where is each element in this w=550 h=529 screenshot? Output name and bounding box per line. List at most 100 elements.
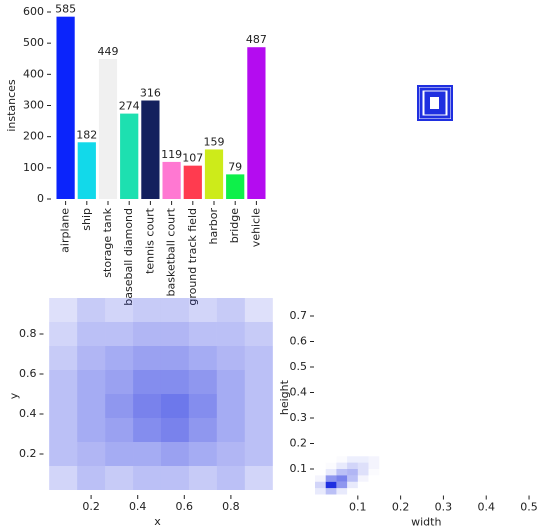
y-tick-label: 0.5 [290, 360, 308, 373]
heat-cell [49, 298, 78, 322]
heat-cell [188, 418, 217, 442]
y-tick-label: 0.1 [290, 462, 308, 475]
box-outline [417, 85, 453, 121]
heat-cell [105, 466, 134, 490]
heat-cell [188, 346, 217, 370]
value-label: 182 [76, 128, 97, 141]
heat-cell [315, 469, 326, 475]
heat-cell [105, 394, 134, 418]
bar [141, 100, 160, 199]
box-overlay [417, 85, 453, 121]
heat-cell [105, 418, 134, 442]
x-axis-label: x [154, 515, 161, 528]
heat-cell [336, 488, 348, 495]
heat-cell [368, 462, 380, 469]
heat-cell [105, 370, 134, 394]
heat-cell [216, 322, 245, 346]
x-tick-label: 0.3 [435, 501, 453, 514]
value-label: 316 [140, 87, 161, 100]
heat-cell [244, 346, 273, 370]
heat-cell [216, 442, 245, 466]
x-tick-label: 0.4 [477, 501, 495, 514]
heat-cell [105, 442, 134, 466]
heat-cell [336, 469, 348, 476]
heat-cell [160, 298, 189, 322]
x-tick-label: 0.4 [129, 500, 147, 513]
heat-cell [133, 346, 161, 370]
x-tick-label: ground track field [186, 208, 199, 306]
heat-cell [77, 418, 106, 442]
heat-cell [49, 442, 78, 466]
y-tick-label: 0 [37, 192, 44, 205]
heat-cell [347, 469, 358, 476]
bar [120, 113, 139, 199]
x-tick-label: baseball diamond [122, 208, 135, 306]
heat-cell [326, 463, 337, 469]
heat-cell [216, 418, 245, 442]
y-tick-label: 0.6 [19, 367, 37, 380]
value-label: 79 [228, 160, 242, 173]
heat-cell [77, 322, 106, 346]
box-outline [419, 87, 451, 119]
heat-cell [315, 456, 326, 462]
heat-cell [336, 462, 348, 469]
heat-cell [357, 456, 369, 463]
y-tick-label: 600 [23, 5, 44, 18]
heat-cell [133, 394, 161, 418]
y-tick-label: 200 [23, 130, 44, 143]
heat-cell [188, 466, 217, 490]
heat-cell [49, 394, 78, 418]
x-tick-label: basketball court [165, 207, 178, 296]
heat-cell [216, 394, 245, 418]
heat-cell [244, 298, 273, 322]
y-tick-label: 0.2 [19, 447, 37, 460]
heat-cell [347, 456, 358, 463]
heat-cell [133, 466, 161, 490]
heat-cell [369, 469, 380, 475]
x-tick-label: 0.2 [392, 501, 410, 514]
x-tick-label: tennis court [143, 207, 156, 274]
heat-cell [325, 469, 337, 476]
value-label: 159 [204, 135, 225, 148]
heat-cell [358, 488, 369, 494]
heat-cell [357, 469, 369, 476]
bar [56, 16, 75, 199]
heat-cell [160, 322, 189, 346]
heat-cell [188, 370, 217, 394]
x-tick-label: 0.8 [222, 500, 240, 513]
heat-cell [347, 475, 358, 482]
heat-cell [369, 488, 380, 494]
heat-cell [133, 370, 161, 394]
heat-cell [77, 442, 106, 466]
y-tick-label: 0.4 [290, 386, 308, 399]
heat-cell [77, 466, 106, 490]
heat-cell [216, 298, 245, 322]
y-tick-label: 0.3 [290, 411, 308, 424]
bar [162, 161, 181, 199]
x-tick-label: 0.6 [176, 500, 194, 513]
bar [183, 165, 202, 199]
heat-cell [133, 442, 161, 466]
y-tick-label: 500 [23, 36, 44, 49]
heat-cell [336, 475, 348, 482]
heat-cell [188, 322, 217, 346]
heat-cell [160, 442, 189, 466]
heat-cell [216, 466, 245, 490]
value-label: 585 [55, 3, 76, 16]
heat-cell [216, 346, 245, 370]
y-tick-label: 0.2 [290, 437, 308, 450]
heat-cell [188, 298, 217, 322]
y-tick-label: 400 [23, 67, 44, 80]
heat-cell [77, 346, 106, 370]
heat-cell [105, 346, 134, 370]
heat-cell [325, 475, 337, 482]
heat-cell [347, 488, 358, 494]
bar [98, 59, 118, 199]
heat-cell [244, 322, 273, 346]
heat-cell [368, 456, 380, 463]
y-tick-label: 0.4 [19, 407, 37, 420]
heat-cell [315, 481, 326, 489]
heat-cell [244, 370, 273, 394]
